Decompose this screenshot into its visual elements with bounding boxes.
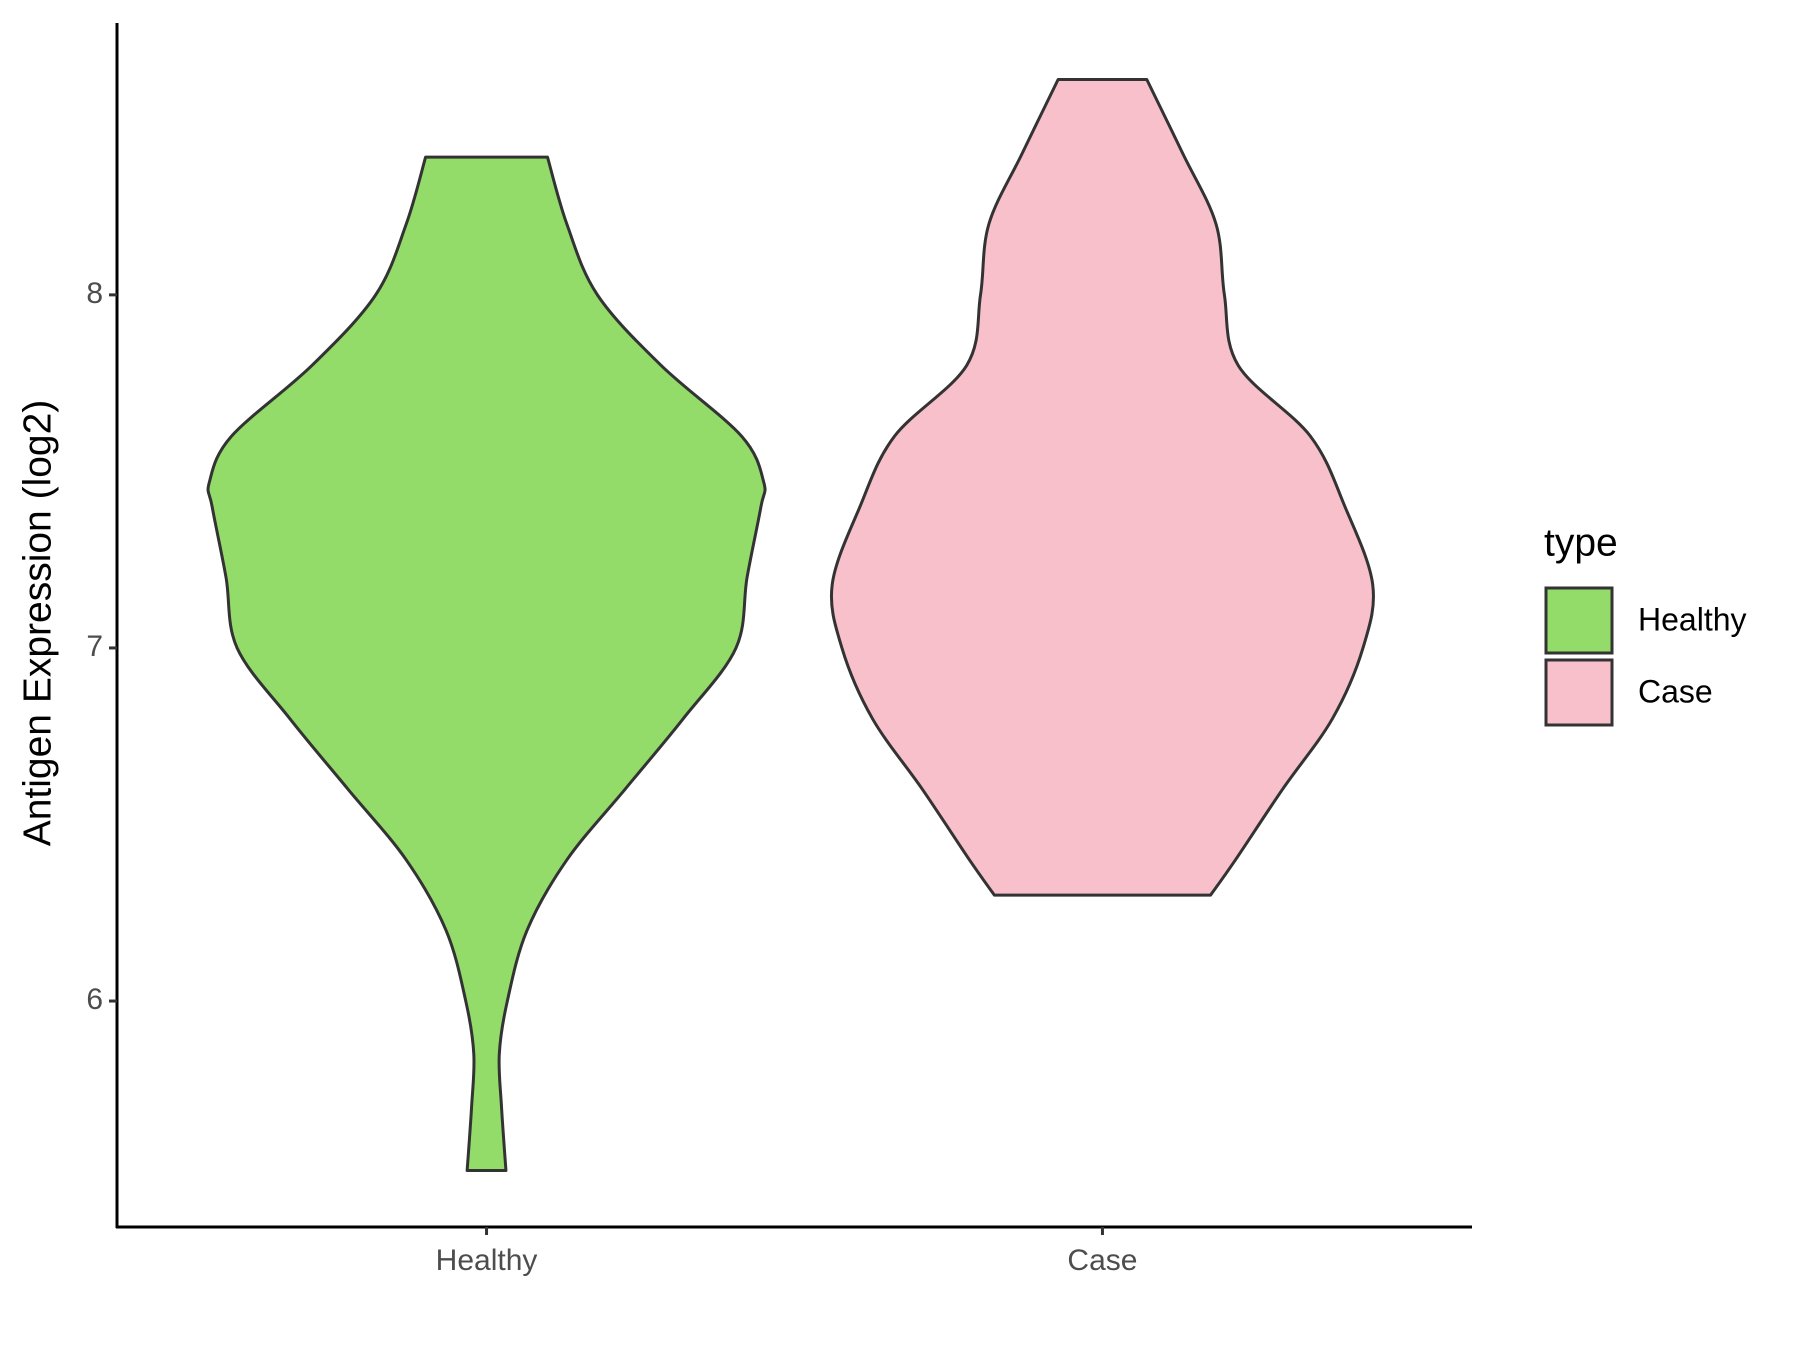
- y-axis-title: Antigen Expression (log2): [16, 400, 59, 847]
- legend-key: [1544, 586, 1614, 655]
- y-tick-label: 6: [86, 983, 103, 1016]
- x-tick-label: Healthy: [436, 1244, 538, 1277]
- violin: [829, 77, 1375, 897]
- legend-key: [1544, 658, 1614, 727]
- violin: [206, 155, 767, 1173]
- legend-title: type: [1544, 521, 1618, 564]
- y-tick-label: 8: [86, 277, 103, 310]
- legend-label: Healthy: [1638, 601, 1747, 637]
- x-tick-label: Case: [1067, 1244, 1137, 1277]
- legend-label: Case: [1638, 673, 1713, 709]
- y-tick-label: 7: [86, 630, 103, 663]
